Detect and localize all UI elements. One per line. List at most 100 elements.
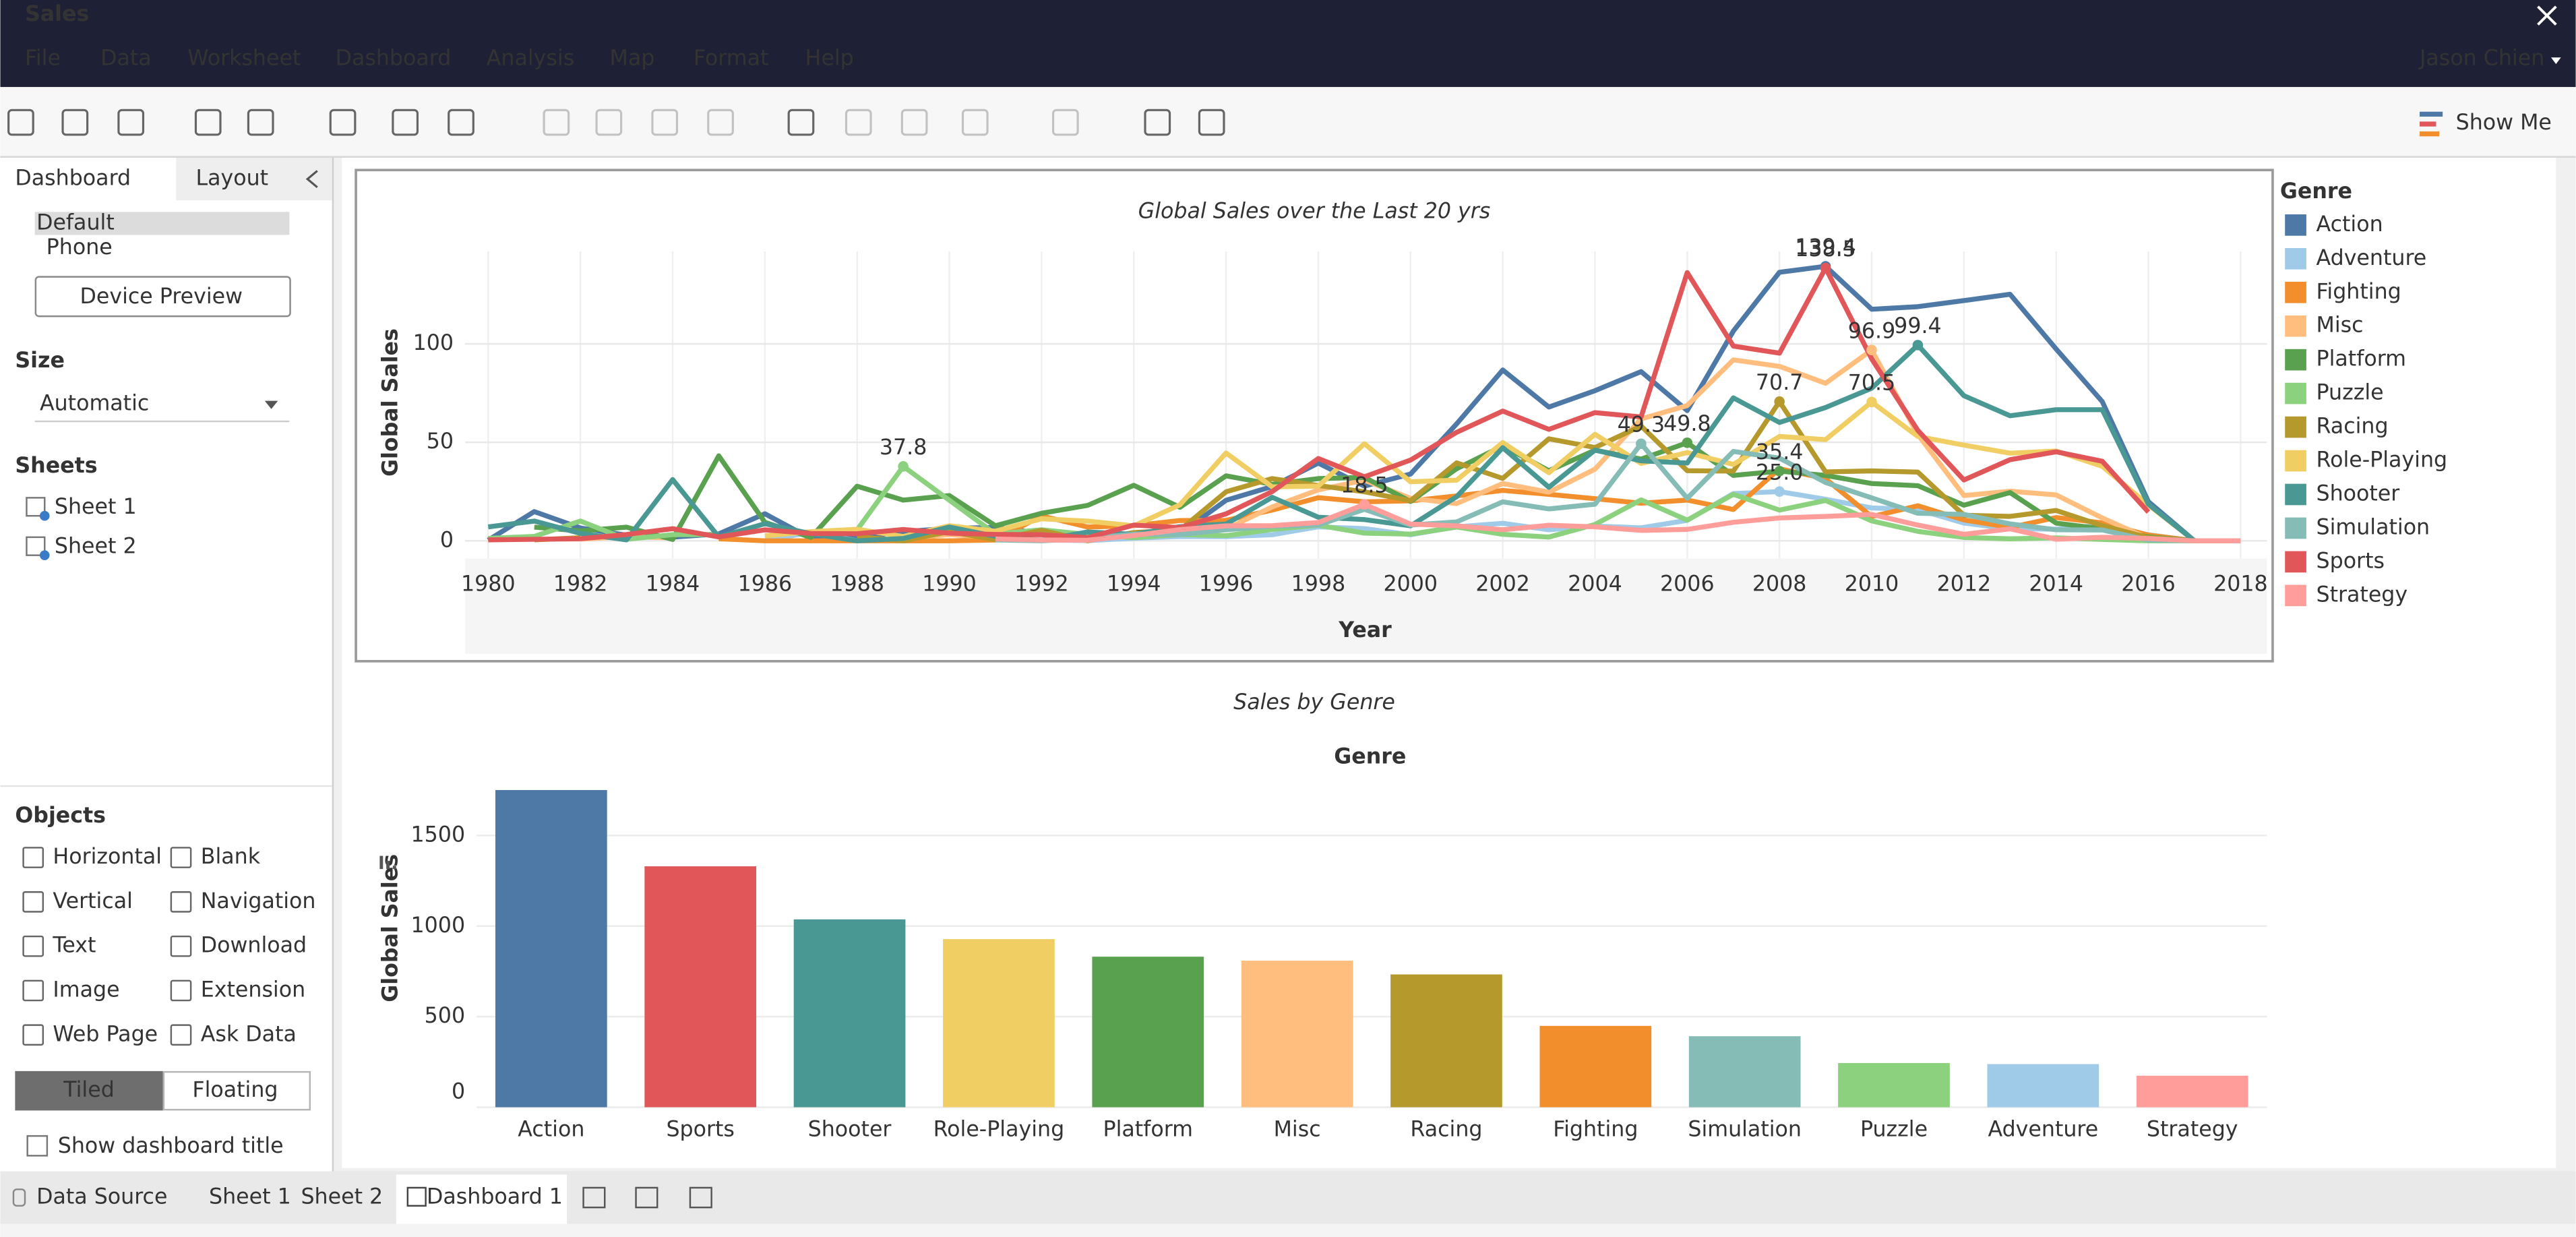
legend-label[interactable]: Fighting: [2317, 280, 2401, 304]
floating-button[interactable]: [162, 1070, 311, 1111]
user-dropdown[interactable]: [2550, 57, 2561, 65]
user-menu[interactable]: Jason Chien: [2418, 47, 2544, 71]
bar[interactable]: [1241, 961, 1353, 1108]
legend-swatch[interactable]: [2285, 349, 2306, 371]
new-tab-button[interactable]: [689, 1186, 712, 1209]
object-item[interactable]: Blank: [201, 845, 261, 869]
sheet-tab[interactable]: Dashboard 1: [427, 1185, 563, 1209]
bar[interactable]: [644, 866, 757, 1108]
layout-mode[interactable]: Floating: [192, 1078, 278, 1102]
show-me-button[interactable]: Show Me: [2456, 111, 2552, 135]
legend-swatch[interactable]: [2285, 247, 2306, 270]
legend-swatch[interactable]: [2285, 416, 2306, 438]
legend-swatch[interactable]: [2285, 584, 2306, 607]
legend-swatch[interactable]: [2285, 281, 2306, 303]
toolbar-button[interactable]: [194, 109, 222, 136]
object-icon[interactable]: [170, 891, 192, 913]
toolbar-button[interactable]: [651, 109, 679, 136]
data-source-icon[interactable]: [12, 1188, 26, 1207]
toolbar-button[interactable]: [900, 109, 928, 136]
menu-item[interactable]: Help: [805, 47, 854, 71]
legend-label[interactable]: Strategy: [2317, 582, 2408, 607]
legend-label[interactable]: Platform: [2317, 347, 2407, 371]
bar[interactable]: [1987, 1064, 2099, 1108]
menu-item[interactable]: Worksheet: [187, 47, 301, 71]
toolbar-button[interactable]: [7, 109, 34, 136]
legend-label[interactable]: Adventure: [2317, 246, 2427, 270]
sheet-item[interactable]: Sheet 1: [55, 495, 137, 519]
object-icon[interactable]: [22, 847, 44, 868]
legend-label[interactable]: Role-Playing: [2317, 448, 2448, 473]
device-preview-button[interactable]: [34, 276, 291, 318]
toolbar-button[interactable]: [1051, 109, 1079, 136]
legend-swatch[interactable]: [2285, 382, 2306, 404]
bar[interactable]: [1539, 1025, 1652, 1108]
legend-label[interactable]: Sports: [2317, 549, 2385, 573]
toolbar-button[interactable]: [61, 109, 89, 136]
bar[interactable]: [495, 789, 607, 1108]
toolbar-button[interactable]: [595, 109, 623, 136]
show-me-icon-bar[interactable]: [2420, 121, 2436, 127]
bar[interactable]: [1390, 974, 1502, 1108]
object-item[interactable]: Download: [201, 934, 307, 958]
object-item[interactable]: Extension: [201, 977, 305, 1002]
toolbar-button[interactable]: [961, 109, 989, 136]
show-me-icon-bar[interactable]: [2420, 131, 2440, 137]
object-icon[interactable]: [22, 979, 44, 1002]
legend-label[interactable]: Racing: [2317, 415, 2389, 439]
menu-item[interactable]: Data: [100, 47, 152, 71]
object-icon[interactable]: [22, 891, 44, 913]
sheet-tab[interactable]: Data Source: [36, 1185, 167, 1209]
legend-swatch[interactable]: [2285, 315, 2306, 337]
toolbar-button[interactable]: [707, 109, 734, 136]
dropdown-arrow[interactable]: [264, 400, 278, 409]
object-item[interactable]: Image: [53, 977, 119, 1002]
object-icon[interactable]: [170, 1024, 192, 1046]
side-tab[interactable]: Layout: [195, 167, 268, 191]
legend-label[interactable]: Action: [2317, 212, 2383, 237]
collapse-icon[interactable]: [305, 170, 318, 189]
device-preview-label[interactable]: Device Preview: [80, 284, 243, 309]
bar[interactable]: [1688, 1036, 1801, 1108]
toolbar-button[interactable]: [247, 109, 274, 136]
legend-label[interactable]: Puzzle: [2317, 381, 2384, 405]
sort-icon[interactable]: [379, 855, 396, 870]
object-item[interactable]: Navigation: [201, 889, 316, 913]
legend-swatch[interactable]: [2285, 450, 2306, 472]
tiled-button[interactable]: [15, 1070, 163, 1111]
toolbar-button[interactable]: [845, 109, 872, 136]
object-icon[interactable]: [170, 979, 192, 1002]
bar[interactable]: [1092, 957, 1204, 1108]
legend-label[interactable]: Simulation: [2317, 515, 2430, 539]
show-title-checkbox[interactable]: [26, 1135, 49, 1157]
menu-item[interactable]: Format: [694, 47, 769, 71]
sheet-tab[interactable]: Sheet 2: [301, 1185, 383, 1209]
object-item[interactable]: Web Page: [53, 1022, 158, 1046]
toolbar-button[interactable]: [787, 109, 815, 136]
object-icon[interactable]: [170, 847, 192, 868]
legend-label[interactable]: Shooter: [2317, 482, 2401, 506]
object-item[interactable]: Ask Data: [201, 1022, 297, 1046]
toolbar-button[interactable]: [448, 109, 474, 136]
legend-swatch[interactable]: [2285, 214, 2306, 236]
legend-swatch[interactable]: [2285, 517, 2306, 539]
show-me-icon[interactable]: [2420, 111, 2443, 117]
device-option[interactable]: Phone: [47, 235, 113, 260]
object-icon[interactable]: [170, 935, 192, 957]
legend-swatch[interactable]: [2285, 483, 2306, 506]
menu-item[interactable]: Analysis: [487, 47, 574, 71]
bar[interactable]: [943, 939, 1055, 1108]
menu-item[interactable]: Dashboard: [336, 47, 452, 71]
toolbar-button[interactable]: [1198, 109, 1225, 136]
menu-item[interactable]: File: [25, 47, 61, 71]
toolbar-button[interactable]: [1144, 109, 1171, 136]
selected-sheet-frame[interactable]: [355, 169, 2274, 663]
object-item[interactable]: Horizontal: [53, 845, 162, 869]
new-tab-button[interactable]: [635, 1186, 658, 1209]
dashboard-tab-icon[interactable]: [406, 1186, 427, 1207]
object-item[interactable]: Text: [52, 934, 96, 958]
active-tab[interactable]: [396, 1174, 568, 1224]
object-item[interactable]: Vertical: [53, 889, 133, 913]
menu-item[interactable]: Map: [610, 47, 655, 71]
size-dropdown[interactable]: Automatic: [40, 391, 149, 415]
